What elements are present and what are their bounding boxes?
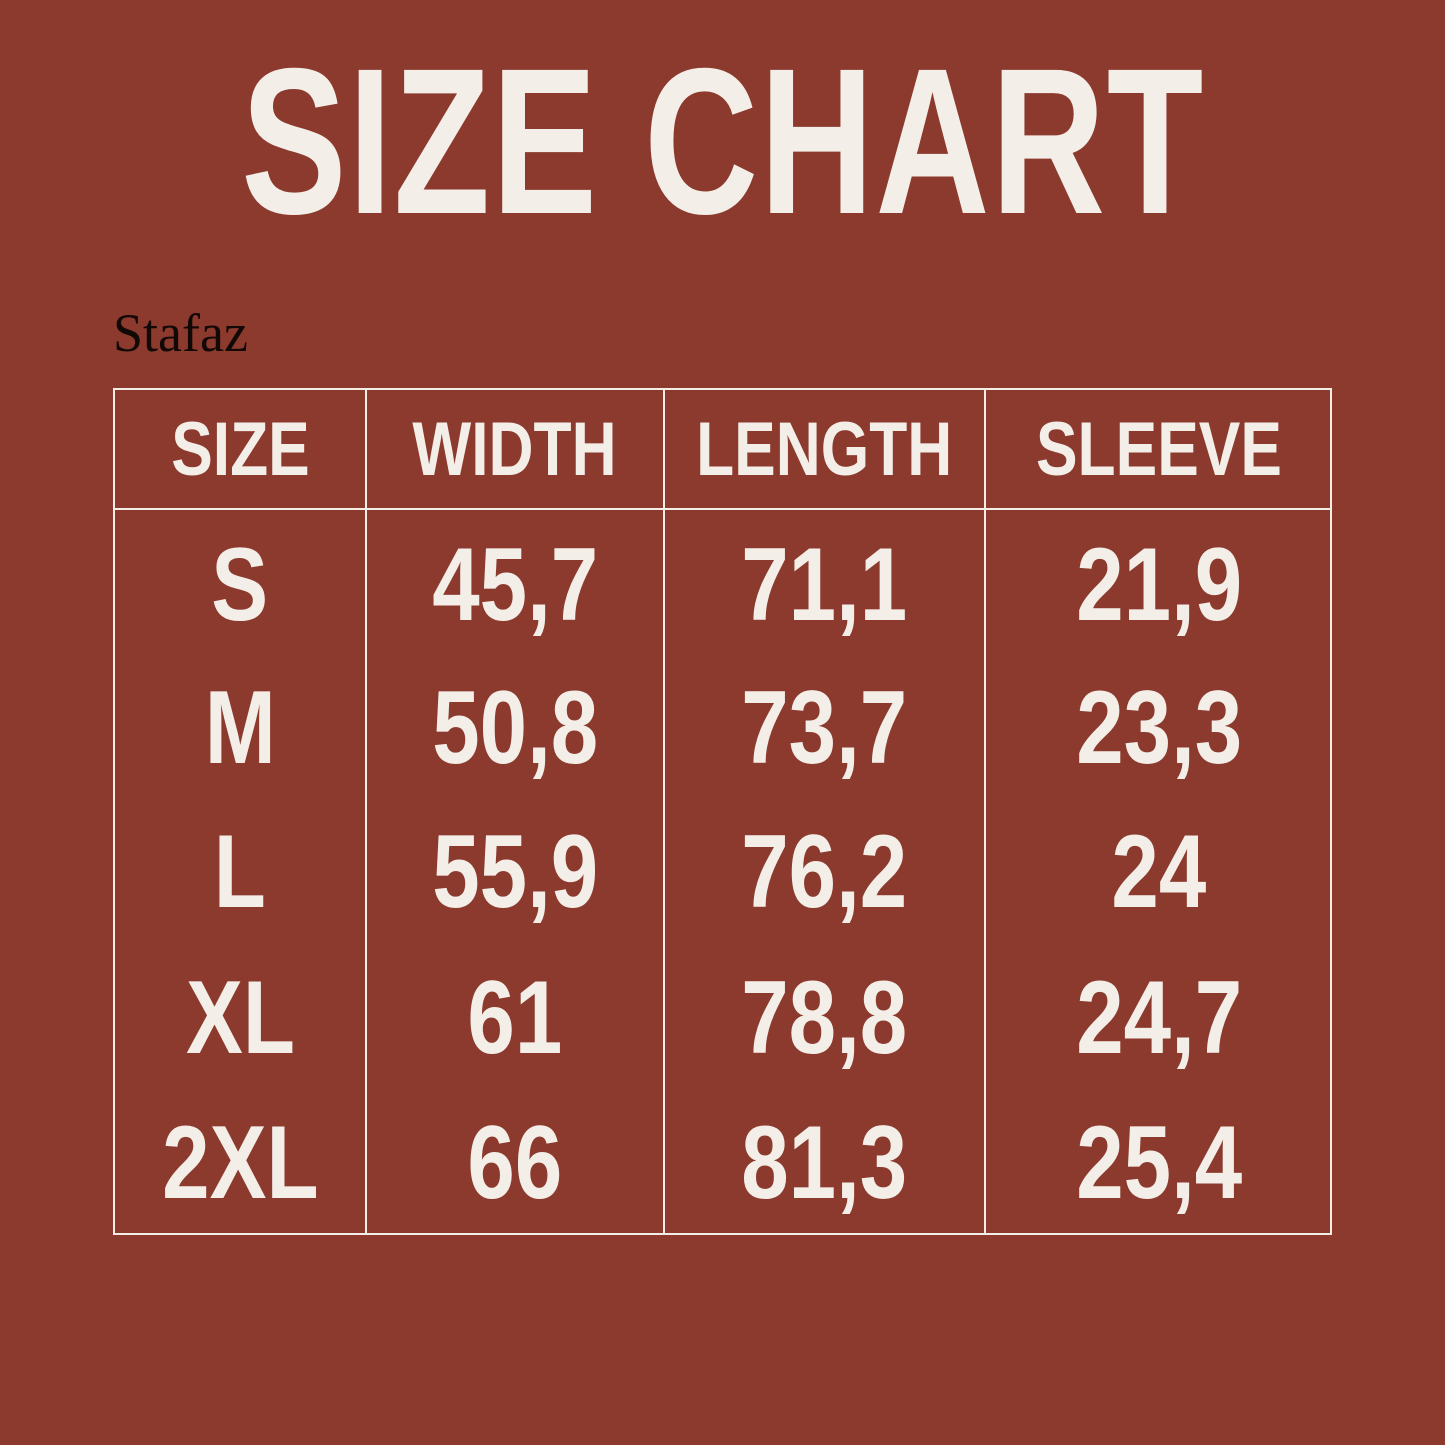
cell-value: 50,8 [431, 669, 598, 786]
cell-value: 23,3 [1075, 669, 1242, 786]
header-label: LENGTH [696, 406, 953, 492]
cell-value: 73,7 [741, 669, 908, 786]
cell-value: 24,7 [1075, 959, 1242, 1076]
cell-value: M [204, 669, 276, 786]
measurement-cell: 71,1 [665, 525, 984, 645]
measurement-cell: 73,7 [665, 668, 984, 788]
measurement-cell: 66 [367, 1103, 663, 1223]
cell-value: 71,1 [741, 526, 908, 643]
cell-value: 21,9 [1075, 526, 1242, 643]
measurement-cell: 25,4 [986, 1103, 1332, 1223]
cell-value: 55,9 [431, 813, 598, 930]
brand-logo: Stafaz [113, 303, 248, 363]
measurement-cell: 50,8 [367, 668, 663, 788]
cell-value: 66 [467, 1104, 563, 1221]
column-header-width: WIDTH [367, 390, 663, 508]
size-label-cell: S [115, 525, 365, 645]
cell-value: 24 [1111, 813, 1207, 930]
column-header-size: SIZE [115, 390, 365, 508]
measurement-cell: 23,3 [986, 668, 1332, 788]
column-divider [984, 390, 986, 1233]
measurement-cell: 24 [986, 812, 1332, 932]
measurement-cell: 55,9 [367, 812, 663, 932]
size-label-cell: M [115, 668, 365, 788]
column-header-length: LENGTH [665, 390, 984, 508]
cell-value: 2XL [161, 1104, 319, 1221]
column-divider [663, 390, 665, 1233]
measurement-cell: 45,7 [367, 525, 663, 645]
cell-value: 81,3 [741, 1104, 908, 1221]
cell-value: 76,2 [741, 813, 908, 930]
cell-value: L [213, 813, 267, 930]
cell-value: 45,7 [431, 526, 598, 643]
page-title: SIZE CHART [0, 38, 1445, 246]
column-divider [365, 390, 367, 1233]
size-label-cell: 2XL [115, 1103, 365, 1223]
header-divider [115, 508, 1330, 510]
title-text: SIZE CHART [240, 26, 1205, 258]
cell-value: 78,8 [741, 959, 908, 1076]
measurement-cell: 61 [367, 958, 663, 1078]
header-label: SIZE [170, 406, 310, 492]
column-header-sleeve: SLEEVE [986, 390, 1332, 508]
cell-value: S [211, 526, 269, 643]
cell-value: XL [185, 959, 295, 1076]
measurement-cell: 24,7 [986, 958, 1332, 1078]
size-table: SIZE WIDTH LENGTH SLEEVE S 45,7 71,1 21,9 M 50,8 7… [113, 388, 1332, 1235]
size-label-cell: L [115, 812, 365, 932]
measurement-cell: 21,9 [986, 525, 1332, 645]
header-label: SLEEVE [1036, 406, 1282, 492]
measurement-cell: 81,3 [665, 1103, 984, 1223]
size-label-cell: XL [115, 958, 365, 1078]
measurement-cell: 76,2 [665, 812, 984, 932]
measurement-cell: 78,8 [665, 958, 984, 1078]
header-label: WIDTH [412, 406, 618, 492]
cell-value: 61 [467, 959, 563, 1076]
cell-value: 25,4 [1075, 1104, 1242, 1221]
